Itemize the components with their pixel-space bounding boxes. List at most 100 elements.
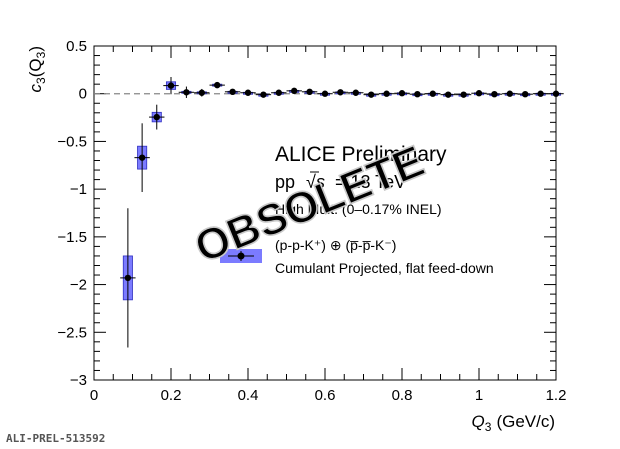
data-marker [352, 89, 359, 96]
legend: (p-p-K⁺) ⊕ (p̅-p̅-K⁻) Cumulant Projected… [220, 237, 494, 276]
legend-entry-line2: Cumulant Projected, flat feed-down [275, 260, 494, 276]
y-tick-label: −1 [70, 181, 87, 198]
data-point [149, 104, 165, 130]
sqrt-argument: s [316, 172, 325, 192]
x-title-unit: (GeV/c) [496, 412, 555, 431]
data-point [240, 89, 256, 96]
data-marker [153, 113, 160, 121]
svg-text:Q3(GeV/c): Q3 (GeV/c) [472, 412, 555, 434]
x-axis-title: Q3 (GeV/c) [472, 412, 555, 434]
data-marker [183, 89, 190, 96]
data-point [409, 90, 426, 98]
data-point [224, 88, 241, 96]
y-tick-label: 0.5 [66, 38, 87, 55]
data-point [471, 90, 487, 97]
y-title-arg: (Q [26, 58, 45, 77]
data-marker [167, 82, 175, 89]
data-marker [445, 91, 452, 98]
y-tick-label: 0 [79, 86, 87, 103]
x-tick-label: 1 [475, 387, 483, 404]
data-marker [124, 274, 132, 282]
data-marker [368, 91, 375, 98]
x-tick-label: 0.8 [392, 387, 413, 404]
data-series [120, 77, 564, 348]
data-point [332, 89, 349, 96]
data-point [255, 91, 272, 98]
data-point [194, 88, 210, 97]
data-point [134, 123, 150, 193]
data-point [502, 90, 518, 97]
svg-text:c3(Q3): c3(Q3) [26, 46, 48, 92]
y-axis-ticks: 0.5 0 −0.5 −1 −1.5 −2 −2.5 −3 [57, 38, 556, 389]
x-tick-label: 0.6 [315, 387, 336, 404]
data-marker [537, 90, 544, 97]
data-marker [260, 91, 267, 98]
data-marker [291, 87, 298, 95]
data-point [348, 89, 364, 96]
data-marker [506, 90, 513, 97]
data-marker [229, 88, 236, 96]
data-marker [414, 90, 421, 98]
energy-value: = 13 TeV [335, 172, 406, 192]
collision-system-label: pp √s = 13 TeV [275, 171, 406, 192]
data-point [486, 90, 503, 98]
data-marker [138, 154, 146, 161]
y-title-arg-subscript: 3 [34, 51, 48, 58]
data-marker [398, 90, 406, 97]
data-point [455, 91, 472, 98]
x-tick-label: 1.2 [546, 387, 567, 404]
data-marker [460, 91, 467, 98]
data-marker [321, 90, 329, 97]
data-point [394, 90, 410, 97]
data-point [440, 91, 456, 98]
data-point [517, 90, 533, 98]
sqrt-symbol: √ [306, 172, 316, 192]
data-point [363, 91, 379, 98]
data-marker [275, 89, 282, 96]
data-point [425, 90, 441, 97]
data-marker [214, 81, 221, 89]
y-tick-label: −3 [70, 372, 87, 389]
data-marker [552, 90, 560, 97]
y-tick-label: −2 [70, 277, 87, 294]
data-marker [306, 88, 313, 96]
y-tick-label: −0.5 [57, 133, 87, 150]
legend-marker [237, 252, 245, 260]
data-point [378, 90, 395, 97]
data-point [209, 81, 225, 89]
y-axis-title: c3(Q3) [26, 46, 48, 92]
data-marker [337, 89, 344, 96]
data-point [271, 89, 287, 96]
data-point [301, 88, 318, 96]
data-marker [244, 89, 252, 96]
multiplicity-label: High Mult. (0–0.17% INEL) [275, 201, 442, 217]
collaboration-label: ALICE Preliminary [275, 143, 447, 166]
data-marker [198, 89, 205, 96]
y-title-symbol: c [26, 83, 45, 92]
data-marker [383, 90, 390, 97]
x-title-subscript: 3 [485, 420, 492, 434]
data-point [178, 86, 195, 99]
y-title-subscript: 3 [34, 77, 48, 84]
svg-text:pp √s = 13 TeV: pp √s = 13 TeV [275, 172, 406, 192]
data-marker [475, 90, 483, 97]
data-marker [491, 90, 498, 98]
data-marker [522, 90, 529, 98]
x-axis-ticks: 0 0.2 0.4 0.6 0.8 1 1.2 [90, 46, 567, 404]
system-prefix: pp [275, 172, 295, 192]
y-title-close: ) [26, 46, 45, 52]
data-point [548, 90, 564, 97]
y-tick-label: −1.5 [57, 229, 87, 246]
x-title-symbol: Q [472, 412, 485, 431]
x-tick-label: 0 [90, 387, 98, 404]
x-tick-label: 0.2 [161, 387, 182, 404]
data-marker [429, 90, 436, 97]
data-point [317, 90, 333, 97]
data-point [532, 90, 549, 97]
y-tick-label: −2.5 [57, 324, 87, 341]
figure-id-label: ALI-PREL-513592 [6, 432, 106, 445]
data-point [286, 87, 302, 95]
x-tick-label: 0.4 [238, 387, 259, 404]
data-point [120, 208, 136, 348]
